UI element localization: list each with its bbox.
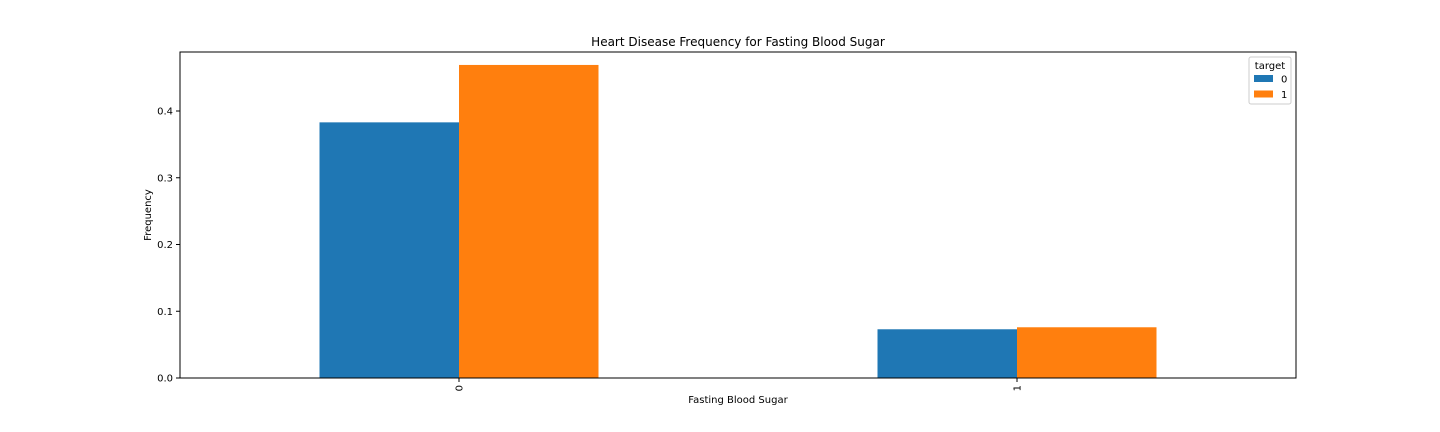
legend-label-1: 1	[1281, 90, 1287, 101]
plot-frame	[179, 51, 1297, 379]
chart-title: Heart Disease Frequency for Fasting Bloo…	[591, 35, 885, 49]
bar-0-target-0	[319, 122, 459, 378]
y-tick-label: 0.1	[157, 307, 173, 318]
bar-1-target-1	[1017, 327, 1157, 378]
y-axis: 0.0 0.1 0.2 0.3 0.4	[157, 107, 180, 385]
plot-area	[319, 64, 1157, 378]
legend: target 0 1	[1248, 56, 1292, 105]
x-axis-label: Fasting Blood Sugar	[688, 395, 788, 406]
y-tick-label: 0.0	[157, 374, 173, 385]
bar-1-target-0	[877, 329, 1017, 378]
bar-0-target-1	[459, 64, 599, 378]
legend-title: target	[1255, 61, 1285, 72]
legend-swatch-1	[1254, 90, 1273, 98]
x-tick-label: 1	[1013, 385, 1024, 391]
y-tick-label: 0.2	[157, 240, 173, 251]
y-tick-label: 0.4	[157, 107, 173, 118]
legend-swatch-0	[1254, 75, 1273, 82]
x-tick-label: 0	[455, 385, 466, 391]
y-axis-label: Frequency	[143, 189, 154, 241]
legend-label-0: 0	[1281, 75, 1287, 86]
y-tick-label: 0.3	[157, 173, 173, 184]
